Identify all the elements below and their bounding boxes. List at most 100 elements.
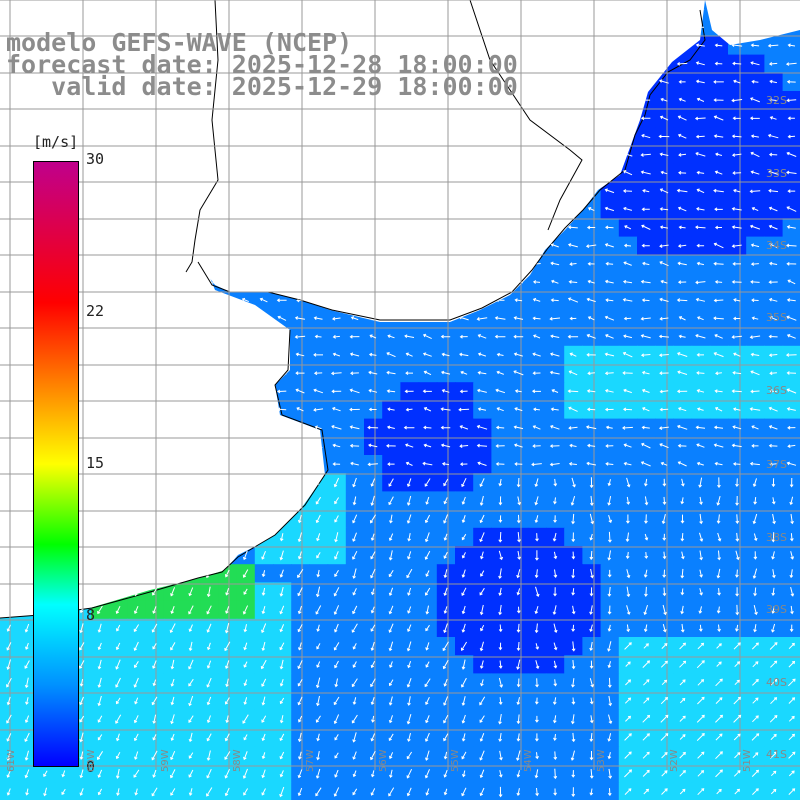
wind-arrow <box>261 733 266 742</box>
wind-arrow <box>662 496 667 505</box>
wind-arrow <box>768 334 778 339</box>
wind-arrow <box>640 153 651 157</box>
wind-arrow <box>425 696 430 705</box>
wind-arrow <box>459 62 468 66</box>
wind-arrow <box>461 552 466 559</box>
wind-arrow <box>696 6 705 11</box>
wind-arrow <box>222 444 232 449</box>
wind-arrow <box>203 97 215 102</box>
wind-arrow <box>443 733 449 742</box>
wind-arrow <box>768 224 778 230</box>
wind-arrow <box>313 353 323 357</box>
wind-arrow <box>589 550 594 561</box>
wind-arrow <box>771 623 776 633</box>
wind-arrow <box>479 532 485 543</box>
wind-arrow <box>349 334 360 339</box>
wind-arrow <box>5 43 13 48</box>
wind-arrow <box>94 116 105 121</box>
wind-arrow <box>625 679 632 686</box>
wind-arrow <box>532 316 541 321</box>
wind-arrow <box>97 623 102 633</box>
wind-arrow <box>3 243 15 248</box>
wind-arrow <box>5 7 13 12</box>
wind-arrow <box>95 279 105 284</box>
wind-arrow <box>240 408 251 412</box>
wind-arrow <box>716 643 722 649</box>
wind-arrow <box>405 79 413 84</box>
wind-arrow <box>553 515 557 523</box>
lon-label: 57W <box>305 749 316 772</box>
wind-arrow <box>352 588 357 596</box>
wind-arrow <box>513 7 524 12</box>
wind-arrow <box>678 97 686 102</box>
wind-arrow <box>623 243 632 248</box>
wind-arrow <box>516 714 521 725</box>
wind-arrow <box>604 97 615 102</box>
wind-arrow <box>388 787 395 797</box>
wind-arrow <box>132 97 141 103</box>
wind-arrow <box>95 315 104 321</box>
wind-arrow <box>370 641 375 652</box>
wind-arrow <box>513 43 524 47</box>
wind-arrow <box>640 316 651 321</box>
wind-arrow <box>786 206 797 212</box>
lat-label: 34S <box>766 239 787 252</box>
wind-arrow <box>386 243 396 248</box>
wind-arrow <box>498 531 503 543</box>
wind-arrow <box>316 569 321 578</box>
wind-arrow <box>514 462 523 466</box>
wind-arrow <box>352 643 357 650</box>
wind-arrow <box>679 788 686 795</box>
wind-arrow <box>133 661 139 669</box>
wind-arrow <box>622 297 633 302</box>
wind-arrow <box>115 496 121 506</box>
wind-arrow <box>279 786 285 798</box>
wind-arrow <box>186 6 196 12</box>
wind-arrow <box>297 587 303 597</box>
wind-arrow <box>279 733 285 742</box>
wind-arrow <box>659 316 669 321</box>
wind-arrow <box>479 495 484 506</box>
wind-arrow <box>676 298 688 302</box>
wind-arrow <box>753 604 758 616</box>
wind-arrow <box>495 43 505 48</box>
wind-arrow <box>567 297 579 303</box>
wind-arrow <box>277 261 287 266</box>
wind-arrow <box>21 261 32 266</box>
wind-arrow <box>788 715 795 722</box>
wind-arrow <box>568 426 578 430</box>
wind-arrow <box>771 478 776 488</box>
wind-arrow <box>204 261 214 267</box>
wind-arrow <box>79 569 84 578</box>
wind-arrow <box>370 606 375 614</box>
wind-arrow <box>585 61 597 66</box>
wind-arrow <box>534 733 539 742</box>
wind-arrow <box>186 261 195 266</box>
wind-arrow <box>134 552 139 559</box>
wind-arrow <box>423 189 431 193</box>
wind-arrow <box>589 641 593 652</box>
wind-arrow <box>622 371 633 375</box>
wind-arrow <box>205 425 213 430</box>
wind-arrow <box>112 279 123 284</box>
wind-arrow <box>699 550 704 561</box>
wind-arrow <box>6 659 11 670</box>
wind-arrow <box>203 152 215 157</box>
wind-arrow <box>152 769 157 778</box>
wind-arrow <box>185 43 197 48</box>
wind-arrow <box>516 788 521 797</box>
wind-arrow <box>607 788 612 797</box>
wind-arrow <box>768 406 778 412</box>
wind-arrow <box>533 334 541 339</box>
wind-arrow <box>587 316 595 321</box>
wind-arrow <box>790 513 794 525</box>
wind-arrow <box>585 152 597 157</box>
wind-arrow <box>587 43 595 48</box>
wind-arrow <box>753 624 757 633</box>
wind-arrow <box>279 624 285 633</box>
wind-arrow <box>789 496 794 506</box>
wind-arrow <box>569 188 577 193</box>
wind-arrow <box>534 496 539 506</box>
wind-arrow <box>149 425 160 430</box>
wind-arrow <box>642 733 650 741</box>
